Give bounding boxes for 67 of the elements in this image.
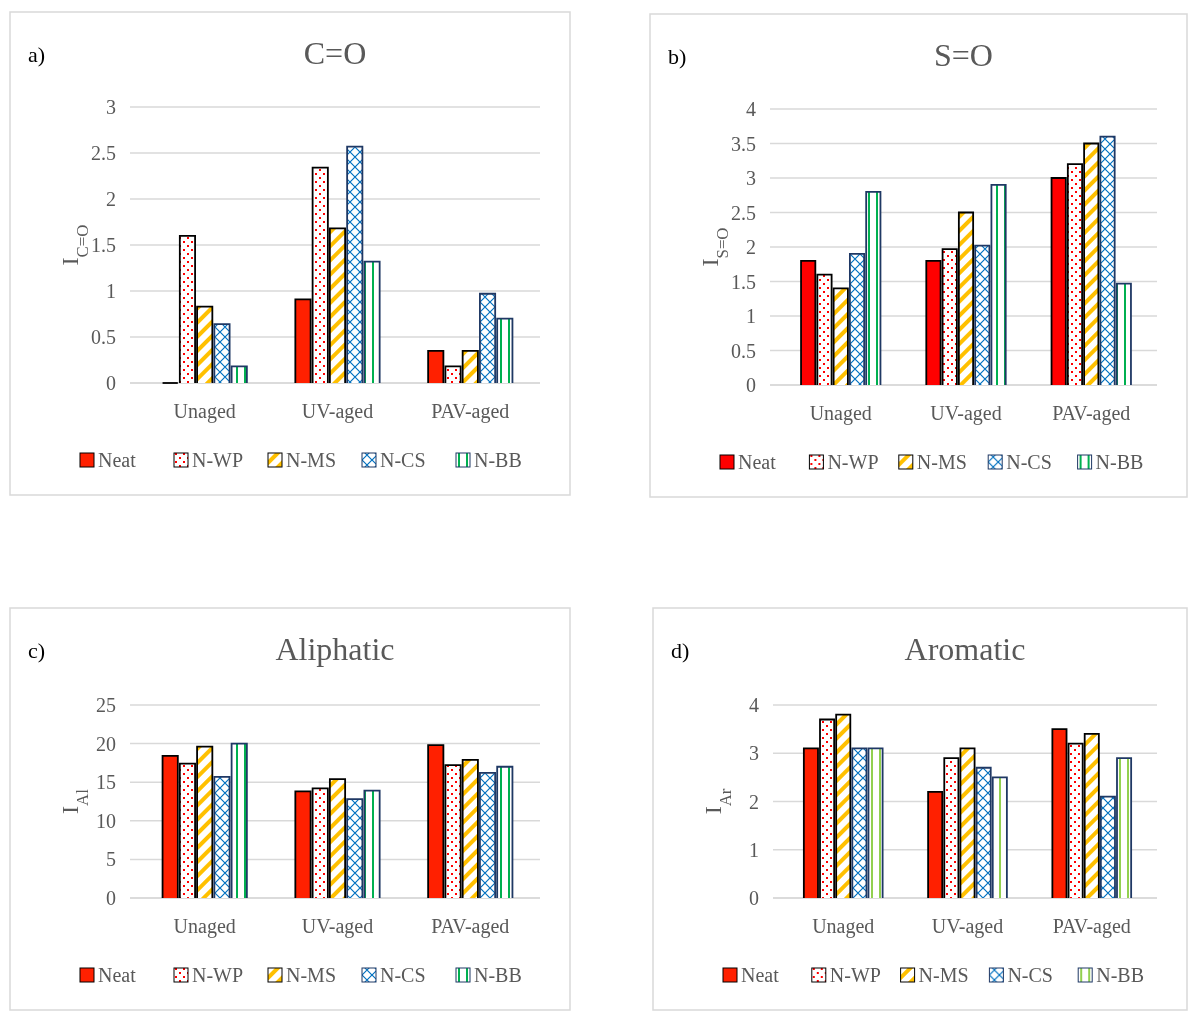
y-tick-label: 1 xyxy=(746,305,756,327)
x-tick-label: PAV-aged xyxy=(1052,402,1131,425)
x-tick-label: UV-aged xyxy=(301,915,374,938)
y-tick-label: 0.5 xyxy=(731,339,756,362)
y-tick-label: 25 xyxy=(96,694,116,716)
legend-label: N-WP xyxy=(192,964,244,986)
legend-label: Neat xyxy=(741,964,780,986)
y-tick-label: 2 xyxy=(746,236,756,258)
y-tick-label: 3 xyxy=(746,167,756,189)
legend-label: Neat xyxy=(738,451,777,473)
legend-label: N-BB xyxy=(1096,964,1144,986)
legend-label: N-BB xyxy=(474,964,522,986)
legend-label: N-WP xyxy=(827,451,879,473)
legend-label: N-MS xyxy=(286,964,337,986)
x-tick-label: UV-aged xyxy=(301,400,374,423)
x-tick-label: PAV-aged xyxy=(431,400,510,423)
y-tick-label: 1.5 xyxy=(91,234,116,256)
text: d) xyxy=(671,638,690,663)
y-tick-label: 1 xyxy=(106,280,116,302)
chart-title: Aromatic xyxy=(904,631,1026,667)
text: b) xyxy=(668,44,687,69)
y-tick-label: 2 xyxy=(106,188,116,210)
y-tick-label: 2.5 xyxy=(731,201,756,224)
legend-label: N-CS xyxy=(380,964,426,986)
y-tick-label: 10 xyxy=(96,809,116,832)
legend-label: N-MS xyxy=(918,964,969,986)
legend-label: N-WP xyxy=(192,449,244,471)
y-tick-label: 2.5 xyxy=(91,142,116,164)
y-tick-label: 0 xyxy=(106,887,116,909)
y-tick-label: 2 xyxy=(749,790,759,813)
legend-label: N-WP xyxy=(829,964,881,986)
y-tick-label: 0 xyxy=(106,372,116,394)
chart-title: C=O xyxy=(303,35,367,71)
x-tick-label: PAV-aged xyxy=(1052,915,1131,938)
legend-label: Neat xyxy=(98,964,137,986)
legend-label: N-CS xyxy=(1007,964,1053,986)
text: c) xyxy=(28,638,46,663)
text: a) xyxy=(28,42,46,67)
x-tick-label: Unaged xyxy=(812,915,875,938)
legend-label: N-CS xyxy=(1006,451,1052,473)
chart-title: S=O xyxy=(934,37,993,73)
y-tick-label: 4 xyxy=(746,98,756,120)
y-tick-label: 3 xyxy=(106,96,116,118)
y-tick-label: 5 xyxy=(106,848,116,871)
legend-label: N-MS xyxy=(916,451,967,473)
y-tick-label: 0 xyxy=(749,887,759,909)
y-tick-label: 0 xyxy=(746,374,756,396)
x-tick-label: Unaged xyxy=(809,402,872,425)
legend-label: Neat xyxy=(98,449,137,471)
chart-title: Aliphatic xyxy=(275,631,395,667)
legend-label: N-BB xyxy=(1095,451,1144,473)
y-tick-label: 3.5 xyxy=(731,132,756,155)
legend-label: N-BB xyxy=(474,449,522,471)
x-tick-label: Unaged xyxy=(173,915,236,938)
y-tick-label: 0.5 xyxy=(91,326,116,348)
y-tick-label: 1 xyxy=(749,838,759,861)
y-tick-label: 15 xyxy=(96,771,116,794)
x-tick-label: Unaged xyxy=(173,400,236,423)
x-tick-label: PAV-aged xyxy=(431,915,510,938)
legend-label: N-MS xyxy=(286,449,337,471)
y-tick-label: 4 xyxy=(749,694,759,716)
x-tick-label: UV-aged xyxy=(931,915,1004,938)
y-tick-label: 20 xyxy=(96,732,116,755)
legend-label: N-CS xyxy=(380,449,426,471)
x-tick-label: UV-aged xyxy=(930,402,1002,425)
y-tick-label: 1.5 xyxy=(731,270,756,293)
y-tick-label: 3 xyxy=(749,742,759,765)
